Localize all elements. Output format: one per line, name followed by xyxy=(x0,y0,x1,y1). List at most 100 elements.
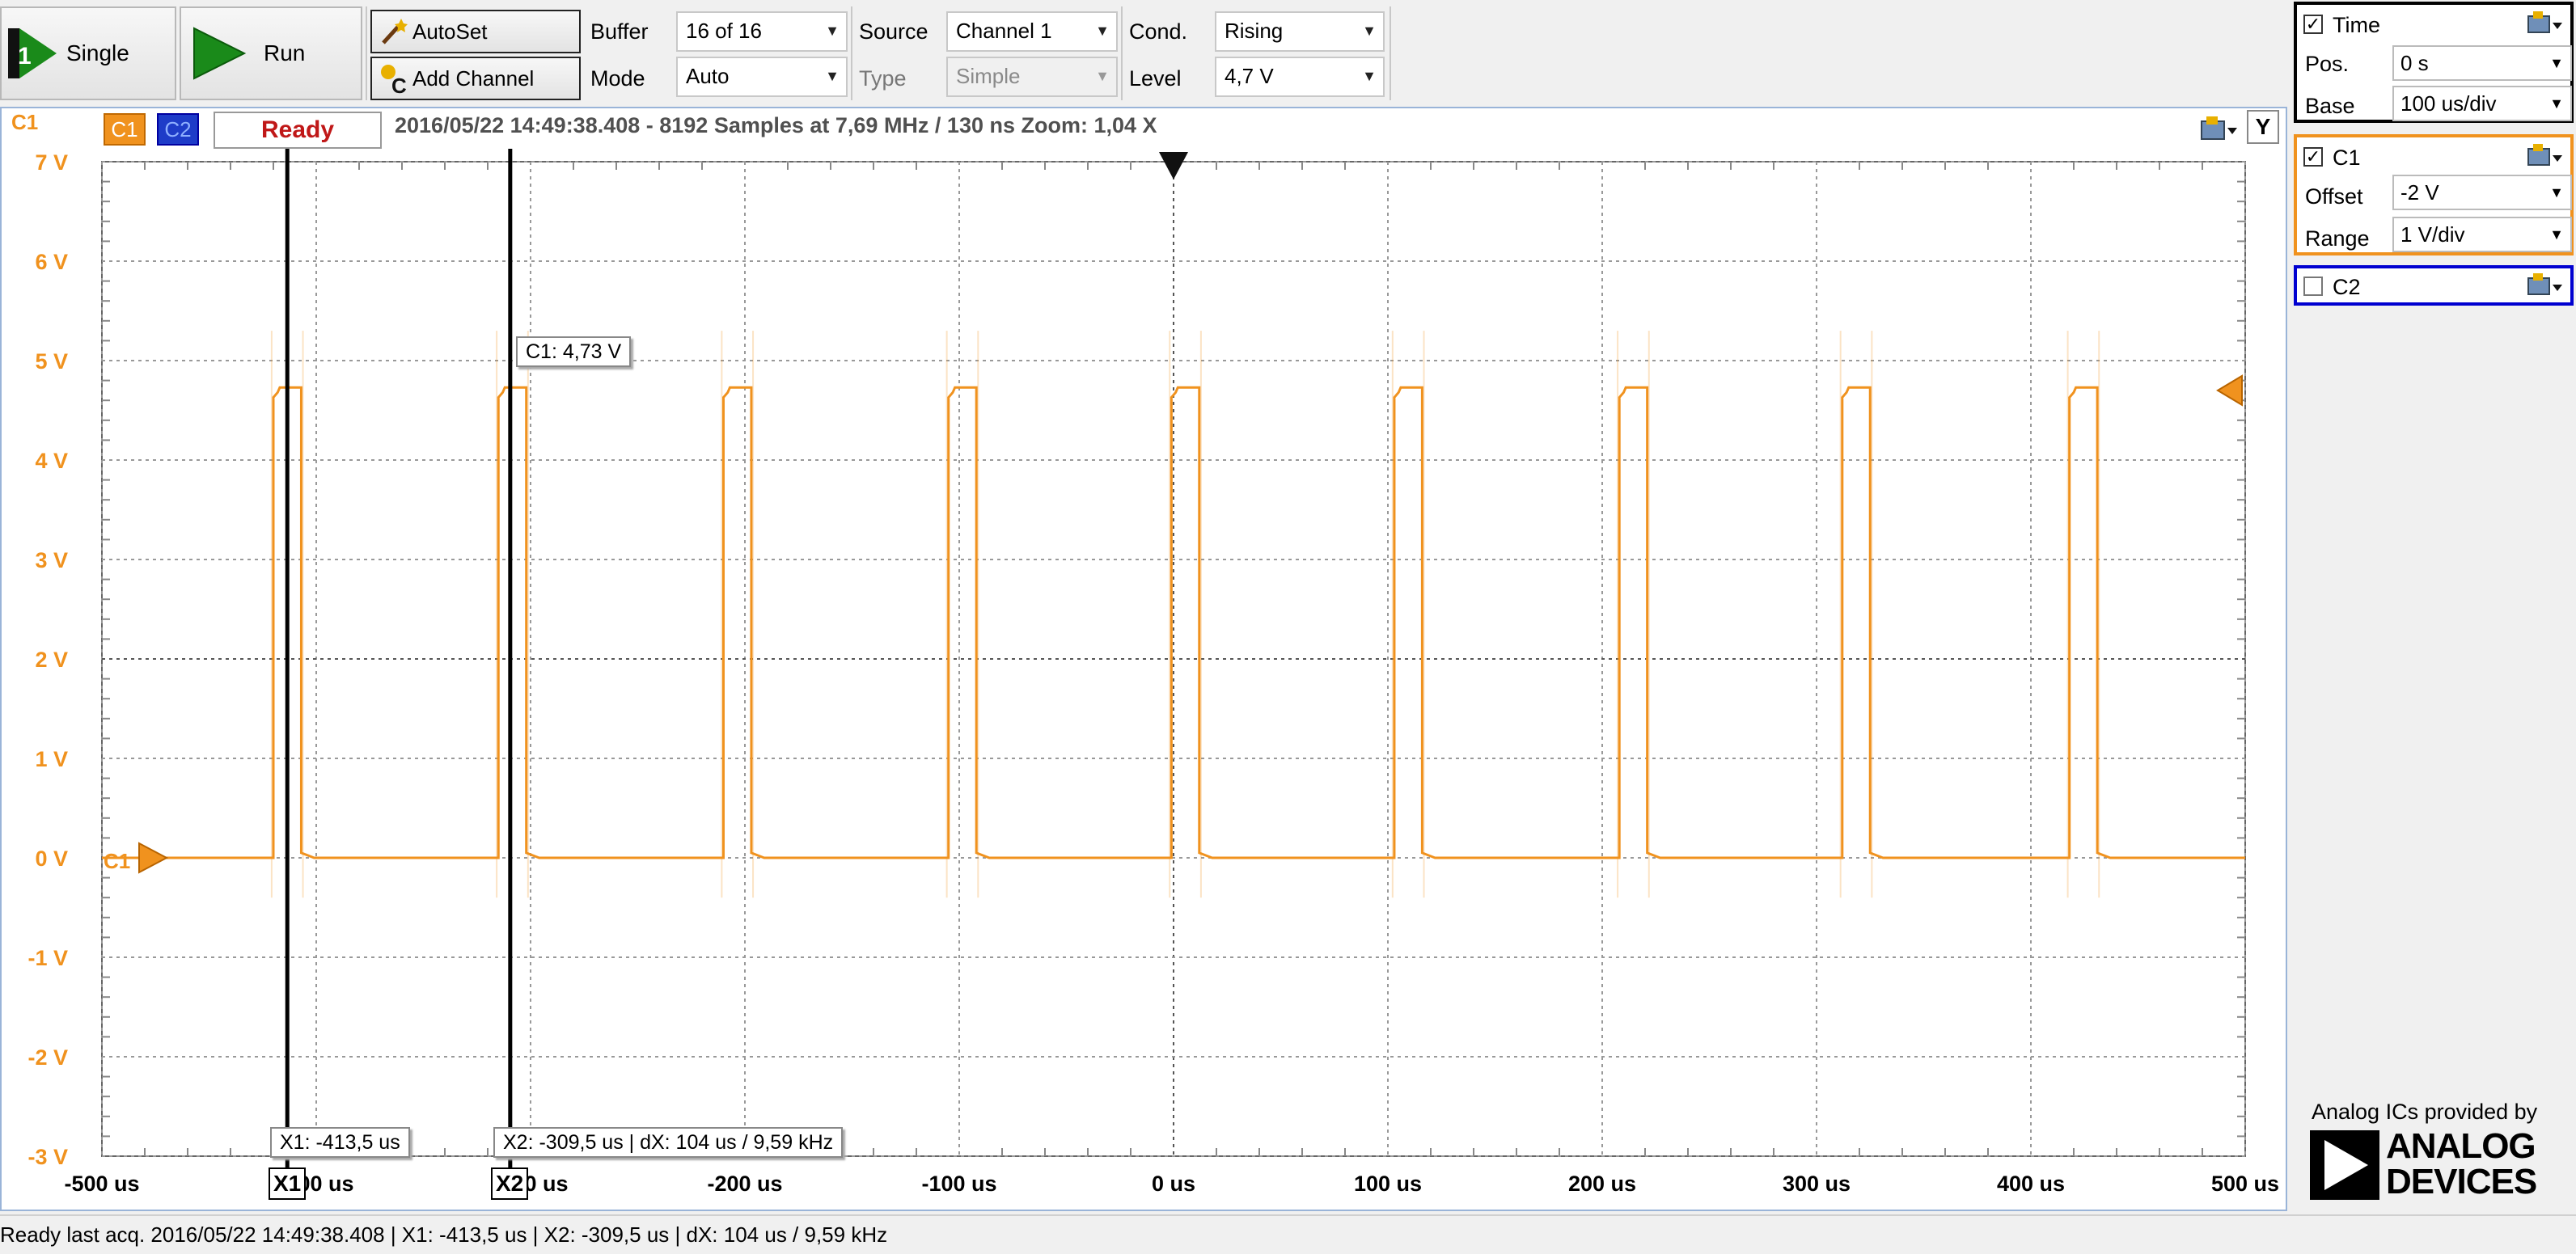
time-pos-value: 0 s xyxy=(2400,51,2429,75)
tab-c1[interactable]: C1 xyxy=(104,113,146,146)
status-badge: Ready xyxy=(214,112,382,149)
cond-value: Rising xyxy=(1225,19,1284,43)
chevron-down-icon: ▼ xyxy=(2549,184,2564,201)
x-tick-label: 200 us xyxy=(1567,1172,1637,1196)
c1-range-value: 1 V/div xyxy=(2400,222,2465,247)
c1-value-readout: C1: 4,73 V xyxy=(516,336,632,367)
chevron-down-icon: ▼ xyxy=(1095,23,1110,39)
time-checkbox[interactable]: ✓ xyxy=(2303,15,2323,34)
run-button[interactable]: Run xyxy=(180,6,362,100)
trigger-level-marker xyxy=(2216,374,2243,407)
analog-devices-logo-icon xyxy=(2310,1130,2379,1200)
x-tick-label: 500 us xyxy=(2210,1172,2280,1196)
x-tick-label: -500 us xyxy=(64,1172,140,1196)
buffer-value: 16 of 16 xyxy=(686,19,762,43)
y-tick-label: -2 V xyxy=(27,1045,68,1070)
c1-range-select[interactable]: 1 V/div ▼ xyxy=(2392,217,2572,252)
chevron-down-icon: ▼ xyxy=(1362,68,1377,84)
svg-text:1: 1 xyxy=(18,43,32,70)
tab-c2[interactable]: C2 xyxy=(157,113,199,146)
x-tick-label: -100 us xyxy=(921,1172,997,1196)
run-button-label: Run xyxy=(264,40,306,65)
c1-settings-icon[interactable] xyxy=(2525,142,2565,171)
chevron-down-icon: ▼ xyxy=(1362,23,1377,39)
source-label: Source xyxy=(859,19,928,44)
toolbar-separator xyxy=(851,6,852,100)
single-button-label: Single xyxy=(66,40,129,65)
y-tick-label: 5 V xyxy=(35,349,68,374)
toolbar-separator xyxy=(366,6,367,100)
tab-c1-label: C1 xyxy=(111,117,138,141)
type-value: Simple xyxy=(956,64,1021,88)
time-settings-icon[interactable] xyxy=(2525,10,2565,39)
x-tick-label: 400 us xyxy=(1996,1172,2066,1196)
status-bar: Ready last acq. 2016/05/22 14:49:38.408 … xyxy=(0,1214,2576,1254)
c2-settings-icon[interactable] xyxy=(2525,272,2565,301)
type-label: Type xyxy=(859,66,907,91)
buffer-select[interactable]: 16 of 16 ▼ xyxy=(676,11,848,52)
buffer-label: Buffer xyxy=(590,19,649,44)
y-tick-label: 0 V xyxy=(35,847,68,871)
c2-panel: C2 xyxy=(2294,265,2574,306)
mode-label: Mode xyxy=(590,66,645,91)
y-axis-button[interactable]: Y xyxy=(2247,110,2279,144)
x2-cursor-handle[interactable]: X2 xyxy=(491,1167,529,1200)
time-panel: ✓ Time Pos. 0 s ▼ Base 100 us/div ▼ xyxy=(2294,2,2574,123)
brand-line2: DEVICES xyxy=(2386,1162,2537,1201)
brand-caption: Analog ICs provided by xyxy=(2312,1100,2538,1124)
status-bar-text: Ready last acq. 2016/05/22 14:49:38.408 … xyxy=(0,1222,888,1247)
source-select[interactable]: Channel 1 ▼ xyxy=(946,11,1118,52)
autoset-label: AutoSet xyxy=(412,19,488,44)
add-channel-button[interactable]: C Add Channel xyxy=(370,57,581,100)
c1-panel: ✓ C1 Offset -2 V ▼ Range 1 V/div ▼ xyxy=(2294,134,2574,255)
x1-cursor-handle[interactable]: X1 xyxy=(269,1167,307,1200)
x-tick-label: 100 us xyxy=(1353,1172,1423,1196)
active-channel-label: C1 xyxy=(11,110,39,134)
oscilloscope-plot[interactable] xyxy=(0,0,2287,1213)
x-tick-label: -200 us xyxy=(707,1172,783,1196)
plot-settings-button[interactable] xyxy=(2198,113,2239,146)
trigger-position-marker xyxy=(1159,152,1188,179)
c1-panel-title: C1 xyxy=(2333,146,2361,170)
source-value: Channel 1 xyxy=(956,19,1052,43)
c1-offset-label: Offset xyxy=(2305,184,2363,209)
c1-offset-marker-label: C1 xyxy=(104,849,131,873)
x1-cursor-tag: X1 xyxy=(273,1171,302,1196)
type-select[interactable]: Simple ▼ xyxy=(946,57,1118,97)
c1-offset-select[interactable]: -2 V ▼ xyxy=(2392,175,2572,210)
time-pos-select[interactable]: 0 s ▼ xyxy=(2392,45,2572,81)
y-tick-label: 6 V xyxy=(35,250,68,274)
y-tick-label: 7 V xyxy=(35,150,68,175)
x1-readout: X1: -413,5 us xyxy=(270,1127,410,1158)
x-tick-label: 0 us xyxy=(1151,1172,1196,1196)
single-button[interactable]: 1 Single xyxy=(0,6,176,100)
toolbar-separator xyxy=(1121,6,1123,100)
magic-wand-icon xyxy=(382,19,408,44)
y-tick-label: 2 V xyxy=(35,648,68,672)
c2-checkbox[interactable] xyxy=(2303,277,2323,296)
tab-c2-label: C2 xyxy=(164,117,192,141)
settings-dropdown-icon xyxy=(2201,116,2237,140)
autoset-button[interactable]: AutoSet xyxy=(370,10,581,53)
x1-readout-text: X1: -413,5 us xyxy=(280,1131,400,1154)
analog-devices-logo: ANALOG DEVICES xyxy=(2310,1129,2553,1203)
y-tick-label: -3 V xyxy=(27,1145,68,1169)
status-text: Ready xyxy=(260,116,335,143)
time-base-select[interactable]: 100 us/div ▼ xyxy=(2392,86,2572,121)
c1-value-readout-text: C1: 4,73 V xyxy=(526,340,622,363)
level-select[interactable]: 4,7 V ▼ xyxy=(1215,57,1385,97)
c1-offset-value: -2 V xyxy=(2400,180,2439,205)
c1-waveform xyxy=(102,386,2245,859)
toolbar-separator xyxy=(1390,6,1391,100)
c2-panel-title: C2 xyxy=(2333,275,2361,299)
c1-checkbox[interactable]: ✓ xyxy=(2303,147,2323,167)
svg-text:C: C xyxy=(391,74,407,95)
chevron-down-icon: ▼ xyxy=(825,23,840,39)
chevron-down-icon: ▼ xyxy=(2549,226,2564,243)
cond-select[interactable]: Rising ▼ xyxy=(1215,11,1385,52)
c1-offset-marker xyxy=(138,842,169,874)
play-icon xyxy=(193,27,247,80)
mode-select[interactable]: Auto ▼ xyxy=(676,57,848,97)
cond-label: Cond. xyxy=(1129,19,1188,44)
add-channel-label: Add Channel xyxy=(412,65,535,91)
